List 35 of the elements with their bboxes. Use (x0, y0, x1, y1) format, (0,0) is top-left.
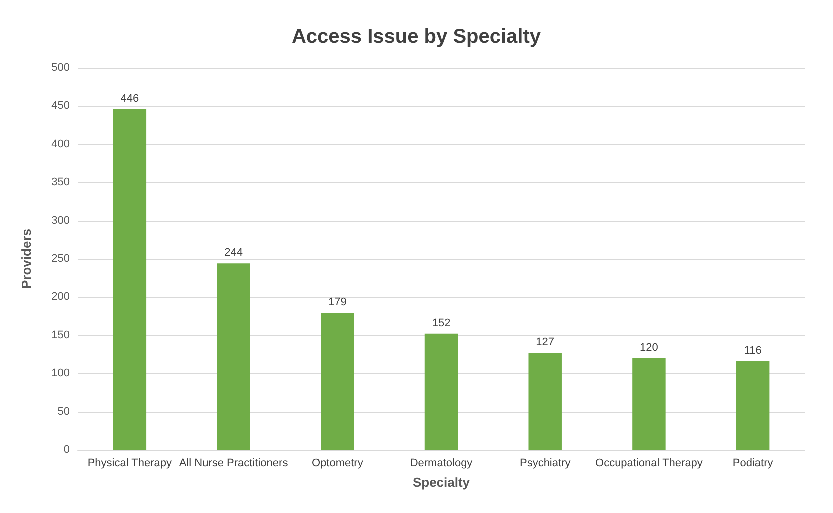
y-tick-label: 450 (52, 100, 70, 112)
x-tick-label: Physical Therapy (88, 458, 173, 470)
y-tick-label: 500 (52, 62, 70, 74)
data-label: 179 (328, 296, 347, 309)
y-tick-label: 250 (52, 253, 70, 265)
data-label: 244 (224, 247, 243, 260)
y-tick-label: 200 (52, 291, 70, 304)
x-tick-label: Occupational Therapy (596, 458, 704, 470)
bar (736, 361, 770, 450)
x-tick-label: Podiatry (732, 458, 774, 470)
data-label: 446 (120, 92, 140, 105)
x-tick-label: All Nurse Practitioners (179, 458, 289, 470)
y-tick-label: 300 (52, 214, 70, 227)
x-axis-title: Specialty (412, 475, 471, 490)
y-tick-label: 100 (52, 368, 70, 380)
y-tick-label: 150 (52, 329, 70, 342)
bar (528, 352, 562, 450)
data-label: 127 (536, 336, 555, 348)
x-tick-label: Psychiatry (520, 458, 572, 470)
x-tick-label: Dermatology (410, 458, 474, 470)
x-tick-label: Optometry (312, 458, 364, 470)
y-axis-title: Providers (19, 229, 34, 289)
data-label: 116 (744, 344, 762, 357)
bar (113, 109, 147, 450)
y-tick-label: 50 (58, 406, 70, 418)
data-label: 152 (432, 317, 451, 330)
bar (321, 313, 354, 450)
data-label: 120 (640, 342, 658, 354)
bar (217, 264, 250, 450)
chart-title: Access Issue by Specialty (292, 26, 542, 48)
y-tick-label: 350 (52, 176, 70, 189)
bar (424, 334, 458, 450)
y-tick-label: 400 (52, 138, 70, 150)
y-tick-label: 0 (64, 444, 70, 456)
bar (632, 358, 666, 450)
